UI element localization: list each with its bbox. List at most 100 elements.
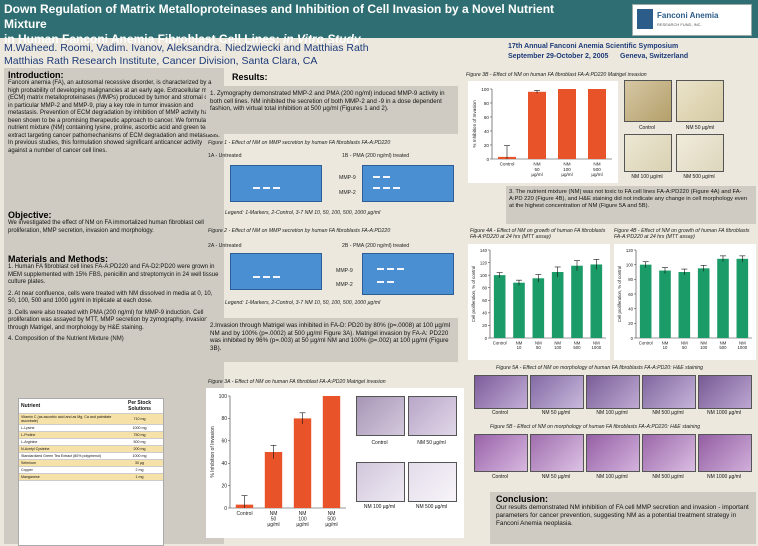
micrograph-3b-nm100: [624, 134, 672, 172]
table-header: Nutrient: [19, 399, 117, 414]
y-axis-label: % Inhibition of Invasion: [472, 100, 477, 148]
bar: [532, 278, 545, 338]
micrograph-label: NM 500 µg/ml: [652, 410, 684, 416]
figure-3b-caption: Figure 3B - Effect of NM on human FA fib…: [466, 72, 647, 78]
bar: [659, 270, 671, 338]
gel-1a: [230, 165, 322, 202]
micrograph-5a-nm500: [642, 375, 696, 409]
micrograph-5b-nm500: [642, 434, 696, 472]
gel-band: [397, 268, 404, 270]
method-item: 4. Composition of the Nutrient Mixture (…: [8, 336, 124, 342]
micrograph-label: NM 50 µg/ml: [417, 440, 446, 446]
y-tick-label: 0: [224, 506, 227, 512]
y-tick-label: 20: [221, 483, 227, 489]
table-cell: 500 mg: [116, 438, 163, 446]
x-tick-label: NM: [593, 340, 600, 345]
micrograph-5a-nm100: [586, 375, 640, 409]
figure-5a-caption: Figure 5A - Effect of NM on morphology o…: [496, 365, 704, 371]
x-tick-label: Control: [236, 511, 252, 517]
figure-4a-chart-box: 0 20 40 60 80 100 120 140 Cell proliferation, % …: [468, 244, 610, 360]
micrograph-label: NM 100 µg/ml: [363, 504, 396, 510]
x-tick-label: 1000: [592, 345, 602, 350]
table-cell: Selenium: [19, 459, 117, 467]
title-line-1: Down Regulation of Matrix Metalloprotein…: [4, 2, 555, 31]
bar: [493, 275, 506, 338]
x-tick-label: 50: [271, 517, 277, 523]
fanconi-logo: Fanconi Anemia RESEARCH FUND, INC.: [632, 4, 752, 36]
gel-2b: [362, 253, 454, 295]
table-row: Copper 2 mg: [19, 466, 163, 474]
methods-section: Materials and Methods: 1. Human FA fibro…: [8, 254, 220, 344]
x-tick-label: NM: [299, 511, 307, 517]
intro-body: Fanconi anemia (FA), an autosomal recess…: [8, 80, 220, 154]
micrograph-label: Control: [638, 125, 656, 131]
x-tick-label: µg/ml: [591, 172, 602, 177]
y-tick-label: 20: [628, 321, 633, 326]
micrograph-3a-control: [356, 396, 405, 436]
y-tick-label: 80: [484, 101, 490, 106]
symposium-line-1: 17th Annual Fanconi Anemia Scientific Sy…: [508, 43, 679, 50]
figure-3a-caption: Figure 3A - Effect of NM on human FA fib…: [208, 379, 386, 385]
method-item: 3. Cells were also treated with PMA (200…: [8, 309, 208, 331]
table-cell: Manganese: [19, 473, 117, 481]
results-p1-box: [206, 86, 458, 134]
x-tick-label: 50: [534, 167, 540, 172]
x-tick-label: 100: [700, 345, 708, 350]
x-tick-label: 500: [327, 517, 336, 523]
symposium-info: 17th Annual Fanconi Anemia Scientific Sy…: [508, 42, 688, 62]
poster-title: Down Regulation of Matrix Metalloprotein…: [4, 2, 564, 47]
gel-band: [373, 176, 380, 178]
title-banner: [0, 0, 758, 38]
symposium-line-2: September 29-October 2, 2005 Geneva, Swi…: [508, 53, 689, 60]
y-tick-label: 40: [221, 461, 227, 467]
x-tick-label: NM: [533, 162, 540, 167]
bar: [513, 282, 525, 338]
gel-band: [373, 187, 380, 189]
x-tick-label: NM: [681, 340, 688, 345]
gel-band: [387, 281, 394, 283]
objective-body: We investigated the effect of NM on FA i…: [8, 220, 204, 234]
table-cell: 1000 mg: [116, 452, 163, 460]
figure-5a-row: Control NM 50 µg/ml NM 100 µg/ml NM 500 …: [474, 375, 758, 427]
composition-table: Nutrient Per Stock Solutions Vitamin C (…: [19, 399, 163, 481]
y-axis-label: % Inhibition of Invasion: [210, 426, 216, 478]
x-tick-label: NM: [270, 511, 278, 517]
table-cell: L-Lysine: [19, 424, 117, 432]
figure-1-caption: Figure 1 - Effect of NM on MMP secretion…: [208, 140, 391, 146]
results-heading: Results:: [232, 72, 268, 82]
micrograph-5b-nm50: [530, 434, 584, 472]
micrograph-3a-nm50: [408, 396, 457, 436]
x-tick-label: NM: [554, 340, 561, 345]
intro-heading: Introduction:: [8, 70, 64, 80]
x-tick-label: NM: [662, 340, 669, 345]
micrograph-label: Control: [371, 440, 388, 446]
gel-band: [383, 176, 390, 178]
bar: [551, 272, 564, 338]
results-paragraph-3: 3. The nutrient mixture (NM) was not tox…: [509, 189, 748, 209]
affiliation: Matthias Rath Research Institute, Cancer…: [4, 55, 318, 67]
table-row: L-Lysine 1000 mg: [19, 424, 163, 432]
y-tick-label: 60: [221, 439, 227, 445]
bar: [322, 396, 341, 508]
table-cell: 30 µg: [116, 459, 163, 467]
conclusion-heading: Conclusion:: [496, 494, 548, 504]
bar: [590, 264, 603, 338]
bar: [528, 91, 546, 159]
bar: [264, 452, 283, 508]
y-tick-label: 20: [482, 323, 487, 328]
y-tick-label: 140: [480, 248, 488, 253]
table-row: L-Proline 750 mg: [19, 431, 163, 439]
logo-text: Fanconi Anemia: [657, 11, 719, 20]
micrograph-label: NM 500 µg/ml: [683, 174, 715, 180]
y-tick-label: 0: [486, 157, 489, 162]
y-tick-label: 100: [480, 273, 488, 278]
table-row: L-Arginine 500 mg: [19, 438, 163, 446]
bar: [736, 258, 749, 338]
x-tick-label: 100: [298, 517, 307, 523]
author-names: M.Waheed. Roomi, Vadim. Ivanov, Aleksand…: [4, 42, 369, 54]
x-tick-label: NM: [574, 340, 581, 345]
mmp9-label: MMP-9: [339, 175, 356, 181]
figure-3a-chart: 0 20 40 60 80 100 % Inhibition of Invasion Cont…: [210, 394, 346, 528]
y-axis-label: Cell proliferation, % of control: [617, 266, 622, 322]
figure-2-caption: Figure 2 - Effect of NM on MMP secretion…: [208, 228, 391, 234]
